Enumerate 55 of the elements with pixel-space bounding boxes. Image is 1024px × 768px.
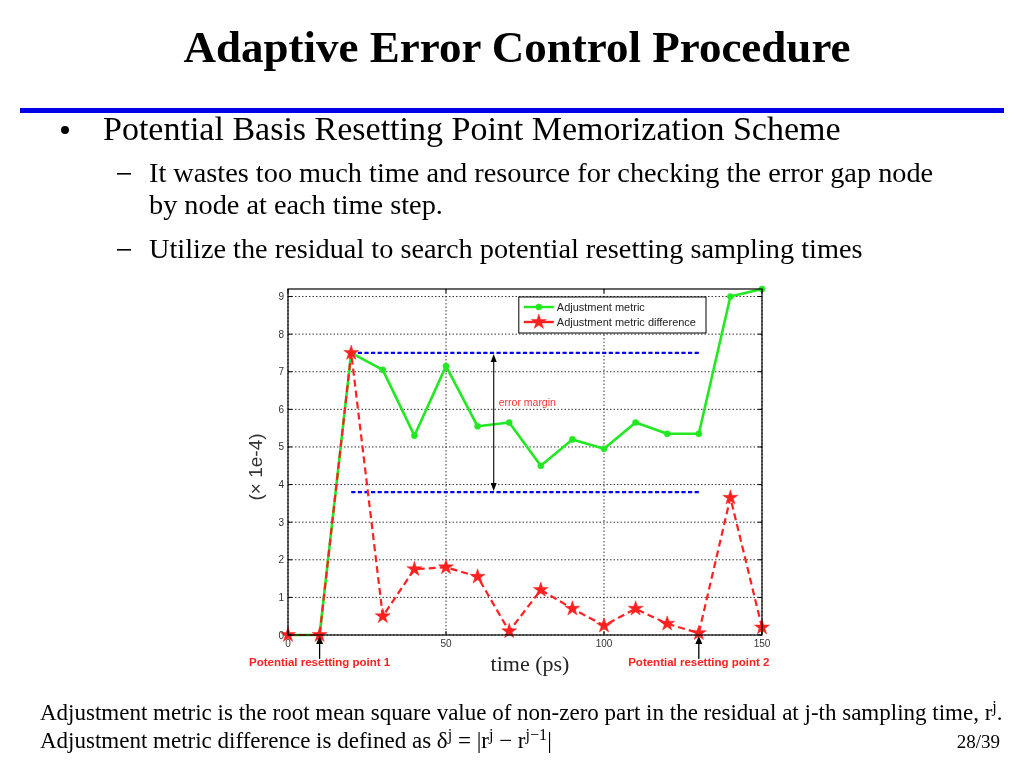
point — [375, 608, 391, 623]
text: Adjustment metric is the root mean square value of non-zero part in the residual at j-th sampling time, r$^{j}$. — [40, 697, 1003, 725]
text: Adjustment metric difference is defined as δ$^{j}$ = |r$^{j}$ − r$^{j−1}$| — [40, 725, 552, 753]
annotation: Potential resetting point 1 — [248, 656, 391, 668]
point — [627, 600, 644, 616]
point — [600, 445, 608, 453]
point — [438, 559, 454, 574]
legend-label: Adjustment metric difference — [556, 316, 697, 328]
point — [442, 362, 450, 370]
chart-title: Adaptive Error Control Procedure — [183, 22, 851, 72]
x-tick-label: 50 — [440, 638, 452, 649]
y-tick-label: 3 — [278, 516, 285, 528]
x-tick-label: 150 — [753, 638, 771, 649]
x-axis-title: time (ps) — [490, 651, 570, 676]
point — [501, 623, 517, 638]
y-tick-label: 4 — [278, 479, 285, 491]
y-tick-label: 7 — [278, 366, 285, 378]
point — [537, 462, 545, 470]
point — [406, 561, 423, 576]
point — [691, 624, 707, 640]
y-tick-label: 6 — [278, 403, 285, 415]
legend-label: Adjustment metric — [556, 301, 646, 313]
y-tick-label: 0 — [278, 629, 285, 641]
y-tick-label: 1 — [278, 591, 285, 603]
annotation: error margin — [498, 395, 557, 408]
y-tick-label: 8 — [278, 328, 285, 340]
point — [343, 344, 359, 360]
point — [569, 436, 576, 443]
point — [695, 430, 703, 438]
annotation: Potential resetting point 2 — [628, 656, 770, 668]
text: Utilize the residual to search potential resetting sampling times — [149, 233, 863, 264]
point — [533, 581, 549, 597]
point — [632, 419, 639, 426]
point — [663, 430, 671, 438]
text: It wastes too much time and resource for checking the error gap node by node at each time step. — [149, 157, 934, 220]
point — [411, 432, 418, 440]
chart-subtitle: Potential Basis Resetting Point Memorization Scheme — [103, 110, 841, 147]
point — [505, 419, 513, 426]
x-tick-label: 0 — [285, 638, 292, 649]
point — [754, 619, 770, 635]
y-axis-title: (× 1e-4) — [245, 433, 266, 501]
text: 28/39 — [956, 731, 1000, 752]
y-tick-label: 9 — [278, 291, 285, 303]
y-tick-label: 2 — [278, 554, 285, 566]
point — [727, 293, 734, 300]
point — [469, 568, 486, 584]
point — [722, 489, 739, 505]
point — [379, 366, 387, 374]
point — [311, 626, 328, 642]
point — [659, 615, 675, 631]
x-tick-label: 100 — [595, 638, 613, 649]
point — [474, 422, 481, 430]
point — [564, 600, 581, 616]
y-tick-label: 5 — [278, 441, 285, 453]
point — [596, 617, 612, 633]
